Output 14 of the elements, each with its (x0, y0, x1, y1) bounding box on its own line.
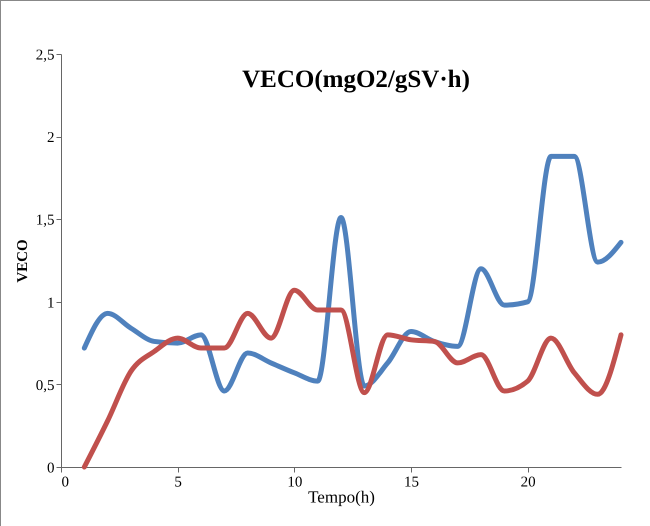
y-tick-label: 0,5 (36, 378, 54, 394)
y-tick-label: 2,5 (36, 48, 54, 64)
x-tick-label: 10 (287, 474, 302, 490)
x-tick-label: 0 (62, 474, 69, 490)
x-tick-label: 20 (520, 474, 536, 490)
chart-title: VECO(mgO2/gSV·h) (242, 66, 470, 93)
x-tick-label: 5 (174, 474, 182, 490)
y-tick-label: 0 (47, 460, 54, 476)
y-axis-title: VECO (14, 239, 31, 283)
x-axis-title: Tempo(h) (308, 488, 375, 506)
y-tick-label: 2 (47, 130, 54, 146)
y-tick-label: 1,5 (36, 212, 54, 229)
y-tick-label: 1 (47, 295, 54, 312)
x-tick-label: 15 (404, 474, 419, 490)
